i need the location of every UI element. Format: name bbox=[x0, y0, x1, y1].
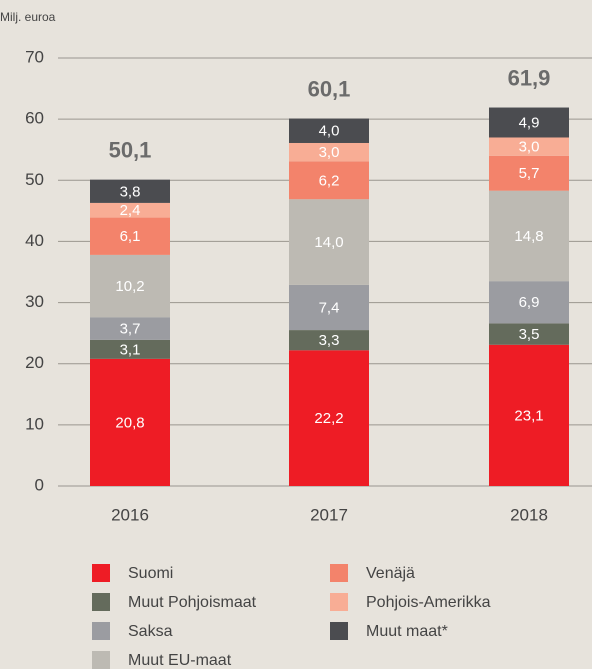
y-tick-label: 0 bbox=[35, 475, 44, 494]
value-label: 3,5 bbox=[519, 326, 540, 343]
value-label: 3,1 bbox=[120, 341, 141, 358]
bar-segment bbox=[489, 107, 569, 138]
legend-label: Suomi bbox=[128, 565, 173, 582]
total-label: 60,1 bbox=[308, 76, 351, 101]
total-label: 61,9 bbox=[508, 65, 551, 90]
total-label: 50,1 bbox=[109, 137, 152, 162]
x-tick-label: 2018 bbox=[510, 505, 548, 524]
bar-segment bbox=[90, 254, 170, 318]
bar-segment bbox=[489, 155, 569, 191]
y-tick-label: 70 bbox=[25, 47, 44, 66]
y-tick-label: 50 bbox=[25, 170, 44, 189]
bar-segment bbox=[289, 118, 369, 143]
value-label: 22,2 bbox=[314, 410, 343, 427]
bar-segment bbox=[289, 350, 369, 486]
bar-segment bbox=[489, 137, 569, 156]
value-label: 14,8 bbox=[514, 228, 543, 245]
value-label: 20,8 bbox=[115, 414, 144, 431]
bar-segment bbox=[90, 339, 170, 359]
bar-segment bbox=[90, 217, 170, 255]
bar-segment bbox=[289, 161, 369, 200]
value-label: 3,3 bbox=[319, 332, 340, 349]
bar-segment bbox=[90, 317, 170, 340]
value-label: 23,1 bbox=[514, 407, 543, 424]
bar-segment bbox=[289, 330, 369, 351]
legend-label: Muut Pohjoismaat bbox=[128, 594, 257, 611]
y-tick-label: 60 bbox=[25, 109, 44, 128]
bar-segment bbox=[289, 284, 369, 331]
value-label: 4,0 bbox=[319, 123, 340, 140]
value-label: 10,2 bbox=[115, 278, 144, 295]
bar-segment bbox=[90, 179, 170, 203]
bar-segment bbox=[289, 199, 369, 285]
legend-swatch bbox=[330, 622, 348, 640]
y-axis-label: Milj. euroa bbox=[0, 10, 56, 24]
y-tick-label: 40 bbox=[25, 231, 44, 250]
x-tick-label: 2016 bbox=[111, 505, 149, 524]
value-label: 3,0 bbox=[519, 139, 540, 156]
bar-segment bbox=[489, 190, 569, 282]
y-tick-label: 30 bbox=[25, 292, 44, 311]
value-label: 7,4 bbox=[319, 299, 340, 316]
legend-swatch bbox=[92, 593, 110, 611]
bar-segment bbox=[489, 281, 569, 324]
bar-segment bbox=[489, 323, 569, 345]
legend-swatch bbox=[330, 593, 348, 611]
legend-swatch bbox=[92, 651, 110, 669]
y-tick-label: 10 bbox=[25, 414, 44, 433]
legend-label: Saksa bbox=[128, 623, 173, 640]
value-label: 3,8 bbox=[120, 183, 141, 200]
value-label: 2,4 bbox=[120, 202, 141, 219]
value-label: 14,0 bbox=[314, 234, 343, 251]
value-label: 3,7 bbox=[120, 321, 141, 338]
y-tick-label: 20 bbox=[25, 353, 44, 372]
value-label: 6,9 bbox=[519, 294, 540, 311]
legend-label: Pohjois-Amerikka bbox=[366, 594, 491, 611]
value-label: 5,7 bbox=[519, 165, 540, 182]
value-label: 6,2 bbox=[319, 172, 340, 189]
legend-swatch bbox=[92, 564, 110, 582]
legend-swatch bbox=[92, 622, 110, 640]
bar-segment bbox=[489, 344, 569, 486]
legend-swatch bbox=[330, 564, 348, 582]
value-label: 3,0 bbox=[319, 144, 340, 161]
bar-segment bbox=[90, 202, 170, 218]
legend-label: Venäjä bbox=[366, 565, 415, 582]
bar-segment bbox=[90, 358, 170, 486]
legend-label: Muut maat* bbox=[366, 623, 448, 640]
legend-label: Muut EU-maat bbox=[128, 652, 232, 669]
x-tick-label: 2017 bbox=[310, 505, 348, 524]
bar-segment bbox=[289, 142, 369, 162]
value-label: 6,1 bbox=[120, 228, 141, 245]
value-label: 4,9 bbox=[519, 114, 540, 131]
